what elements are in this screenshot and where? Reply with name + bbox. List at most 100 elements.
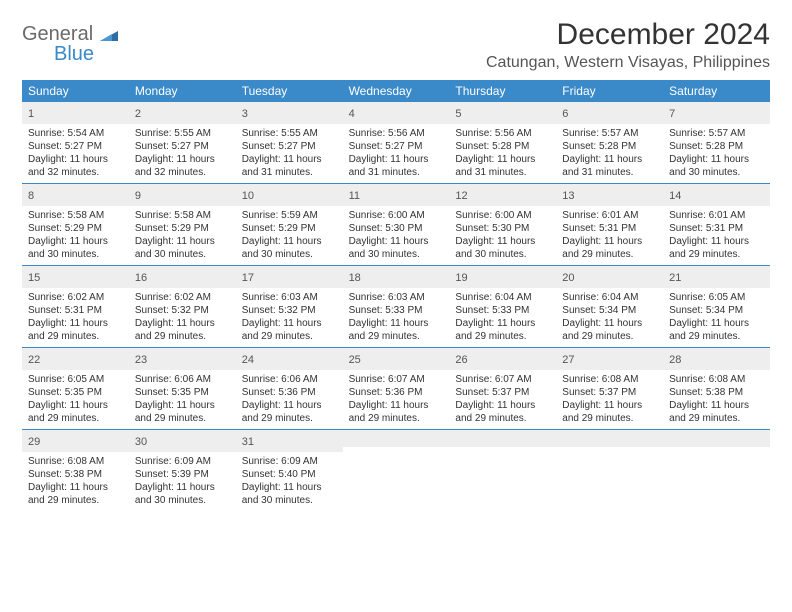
day-body: Sunrise: 6:08 AMSunset: 5:38 PMDaylight:…: [22, 452, 129, 511]
sunset-text: Sunset: 5:38 PM: [28, 468, 123, 481]
day-number-row: 29: [22, 430, 129, 452]
sunset-text: Sunset: 5:31 PM: [562, 222, 657, 235]
day-number-row: [449, 430, 556, 447]
day-number-row: 11: [343, 184, 450, 206]
day-header-friday: Friday: [556, 80, 663, 102]
sunrise-text: Sunrise: 6:01 AM: [562, 209, 657, 222]
logo-general-text: General: [22, 23, 93, 45]
day-number-row: 14: [663, 184, 770, 206]
day-body: Sunrise: 5:57 AMSunset: 5:28 PMDaylight:…: [663, 124, 770, 183]
day-cell: 30Sunrise: 6:09 AMSunset: 5:39 PMDayligh…: [129, 430, 236, 511]
day-header-sunday: Sunday: [22, 80, 129, 102]
day-number: 31: [242, 436, 254, 448]
day-body: Sunrise: 6:05 AMSunset: 5:35 PMDaylight:…: [22, 370, 129, 429]
day-number: 26: [455, 354, 467, 366]
day-number-row: 16: [129, 266, 236, 288]
sunrise-text: Sunrise: 5:54 AM: [28, 127, 123, 140]
day-cell: 19Sunrise: 6:04 AMSunset: 5:33 PMDayligh…: [449, 266, 556, 347]
day-number: 16: [135, 272, 147, 284]
sunset-text: Sunset: 5:40 PM: [242, 468, 337, 481]
day-body: Sunrise: 6:01 AMSunset: 5:31 PMDaylight:…: [556, 206, 663, 265]
day-number-row: 15: [22, 266, 129, 288]
day-cell: 15Sunrise: 6:02 AMSunset: 5:31 PMDayligh…: [22, 266, 129, 347]
daylight-text: Daylight: 11 hours and 31 minutes.: [349, 153, 444, 179]
day-cell: 28Sunrise: 6:08 AMSunset: 5:38 PMDayligh…: [663, 348, 770, 429]
sunrise-text: Sunrise: 5:57 AM: [669, 127, 764, 140]
sunrise-text: Sunrise: 5:58 AM: [28, 209, 123, 222]
daylight-text: Daylight: 11 hours and 29 minutes.: [455, 317, 550, 343]
sunset-text: Sunset: 5:32 PM: [135, 304, 230, 317]
day-number-row: 4: [343, 102, 450, 124]
day-cell: 17Sunrise: 6:03 AMSunset: 5:32 PMDayligh…: [236, 266, 343, 347]
day-body: Sunrise: 5:57 AMSunset: 5:28 PMDaylight:…: [556, 124, 663, 183]
day-number: 15: [28, 272, 40, 284]
day-body: [449, 447, 556, 505]
day-cell: 26 Sunrise: 6:07 AMSunset: 5:37 PMDayligh…: [449, 348, 556, 429]
sunset-text: Sunset: 5:39 PM: [135, 468, 230, 481]
day-cell: 16Sunrise: 6:02 AMSunset: 5:32 PMDayligh…: [129, 266, 236, 347]
day-body: Sunrise: 6:07 AMSunset: 5:37 PMDaylight:…: [449, 370, 556, 429]
day-body: Sunrise: 5:55 AMSunset: 5:27 PMDaylight:…: [236, 124, 343, 183]
day-number-row: 3: [236, 102, 343, 124]
sunset-text: Sunset: 5:34 PM: [669, 304, 764, 317]
day-number: 24: [242, 354, 254, 366]
sunrise-text: Sunrise: 6:01 AM: [669, 209, 764, 222]
day-cell: 27Sunrise: 6:08 AMSunset: 5:37 PMDayligh…: [556, 348, 663, 429]
day-number-row: [663, 430, 770, 447]
day-number: 13: [562, 190, 574, 202]
day-number: 14: [669, 190, 681, 202]
day-number: 4: [349, 108, 355, 120]
sunset-text: Sunset: 5:33 PM: [349, 304, 444, 317]
day-number-row: 9: [129, 184, 236, 206]
day-number: 27: [562, 354, 574, 366]
day-number-row: 25: [343, 348, 450, 370]
sunset-text: Sunset: 5:37 PM: [562, 386, 657, 399]
day-cell: 18Sunrise: 6:03 AMSunset: 5:33 PMDayligh…: [343, 266, 450, 347]
sunrise-text: Sunrise: 6:03 AM: [349, 291, 444, 304]
day-number: 11: [349, 190, 360, 202]
sunrise-text: Sunrise: 6:08 AM: [669, 373, 764, 386]
daylight-text: Daylight: 11 hours and 30 minutes.: [135, 481, 230, 507]
sunrise-text: Sunrise: 6:00 AM: [455, 209, 550, 222]
day-cell: 9Sunrise: 5:58 AMSunset: 5:29 PMDaylight…: [129, 184, 236, 265]
sunset-text: Sunset: 5:31 PM: [669, 222, 764, 235]
day-cell: 3Sunrise: 5:55 AMSunset: 5:27 PMDaylight…: [236, 102, 343, 183]
sunrise-text: Sunrise: 5:58 AM: [135, 209, 230, 222]
day-number-row: 24: [236, 348, 343, 370]
day-cell: 14Sunrise: 6:01 AMSunset: 5:31 PMDayligh…: [663, 184, 770, 265]
day-cell: 23Sunrise: 6:06 AMSunset: 5:35 PMDayligh…: [129, 348, 236, 429]
day-number-row: 26: [449, 348, 556, 370]
sunrise-text: Sunrise: 6:07 AM: [455, 373, 550, 386]
day-cell: 1 Sunrise: 5:54 AMSunset: 5:27 PMDaylight…: [22, 102, 129, 183]
weeks-container: 1Sunrise: 5:54 AMSunset: 5:27 PMDaylight…: [22, 102, 770, 511]
sunrise-text: Sunrise: 5:56 AM: [455, 127, 550, 140]
day-number: 12: [455, 190, 467, 202]
day-header-saturday: Saturday: [663, 80, 770, 102]
daylight-text: Daylight: 11 hours and 29 minutes.: [28, 481, 123, 507]
day-number: 6: [562, 108, 568, 120]
daylight-text: Daylight: 11 hours and 29 minutes.: [455, 399, 550, 425]
day-cell: 20Sunrise: 6:04 AMSunset: 5:34 PMDayligh…: [556, 266, 663, 347]
logo: General Blue: [22, 24, 118, 64]
day-header-monday: Monday: [129, 80, 236, 102]
daylight-text: Daylight: 11 hours and 29 minutes.: [135, 317, 230, 343]
day-number-row: 1: [22, 102, 129, 124]
sunset-text: Sunset: 5:27 PM: [28, 140, 123, 153]
sunset-text: Sunset: 5:38 PM: [669, 386, 764, 399]
sunset-text: Sunset: 5:31 PM: [28, 304, 123, 317]
sunset-text: Sunset: 5:29 PM: [135, 222, 230, 235]
day-cell: [663, 430, 770, 511]
day-number-row: 17: [236, 266, 343, 288]
day-number-row: 13: [556, 184, 663, 206]
day-number: 21: [669, 272, 681, 284]
day-number-row: [556, 430, 663, 447]
daylight-text: Daylight: 11 hours and 29 minutes.: [562, 317, 657, 343]
day-body: Sunrise: 6:08 AMSunset: 5:38 PMDaylight:…: [663, 370, 770, 429]
daylight-text: Daylight: 11 hours and 32 minutes.: [28, 153, 123, 179]
day-cell: 22Sunrise: 6:05 AMSunset: 5:35 PMDayligh…: [22, 348, 129, 429]
day-body: Sunrise: 6:06 AMSunset: 5:35 PMDaylight:…: [129, 370, 236, 429]
day-number-row: 5: [449, 102, 556, 124]
day-number-row: 23: [129, 348, 236, 370]
sunset-text: Sunset: 5:30 PM: [349, 222, 444, 235]
sunset-text: Sunset: 5:35 PM: [28, 386, 123, 399]
